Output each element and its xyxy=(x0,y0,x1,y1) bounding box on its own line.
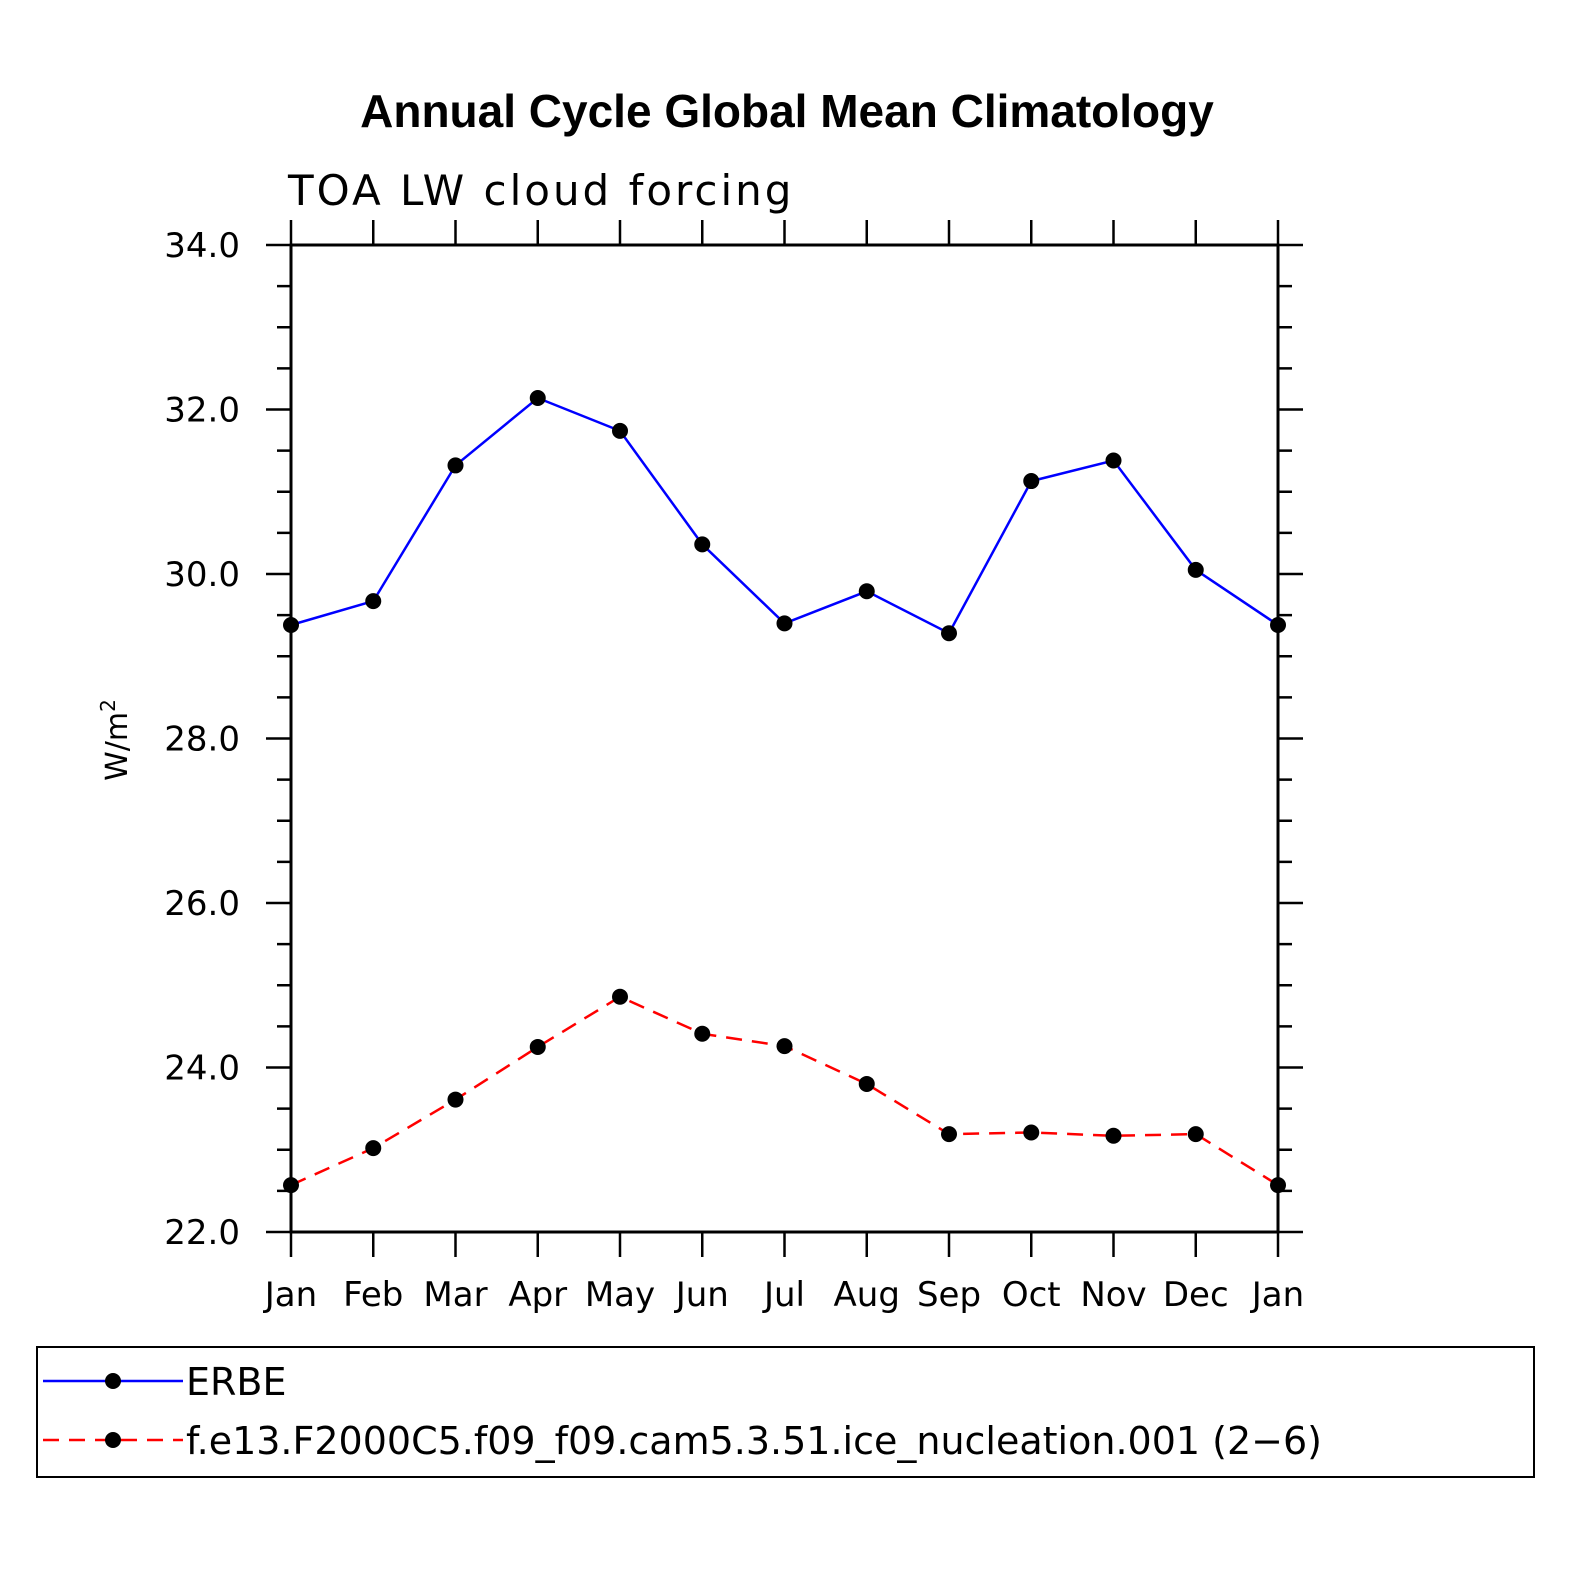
data-point-series-1 xyxy=(1023,473,1040,490)
data-point-series-1 xyxy=(283,616,299,633)
x-tick-label: Jun xyxy=(674,1275,729,1315)
y-tick-label: 32.0 xyxy=(164,391,240,431)
x-tick-label: Mar xyxy=(423,1275,487,1315)
data-point-series-1 xyxy=(1105,452,1122,469)
data-point-series-2 xyxy=(941,1126,957,1143)
data-point-series-1 xyxy=(612,422,628,439)
data-point-series-2 xyxy=(283,1177,299,1194)
data-point-series-2 xyxy=(1023,1124,1040,1141)
x-tick-label: Jan xyxy=(1250,1275,1304,1315)
y-tick-label: 24.0 xyxy=(164,1049,240,1089)
axes: 22.0 24.0 26.0 28.0 30.0 32.0 34.0 Jan Feb Mar Apr… xyxy=(164,220,1304,1315)
data-point-series-1 xyxy=(858,583,875,600)
svg-text:W/m2: W/m2 xyxy=(96,699,135,781)
y-axis-label-superscript: 2 xyxy=(96,699,120,712)
chart-subtitle: TOA LW cloud forcing xyxy=(287,166,794,215)
data-point-series-1 xyxy=(1270,616,1286,633)
x-tick-label: Jul xyxy=(762,1275,805,1315)
data-point-series-2 xyxy=(1187,1126,1204,1143)
x-tick-label: Jan xyxy=(263,1275,317,1315)
legend: ERBE f.e13.F2000C5.f09_f09.cam5.3.51.ice_… xyxy=(43,1360,1322,1463)
data-point-series-2 xyxy=(1270,1177,1286,1194)
y-axis-label: W/m2 xyxy=(96,699,135,781)
data-point-series-2 xyxy=(447,1091,464,1108)
x-tick-label: Nov xyxy=(1080,1275,1146,1315)
y-tick-label: 26.0 xyxy=(164,884,240,924)
data-point-series-2 xyxy=(858,1075,875,1092)
x-tick-label: May xyxy=(585,1275,655,1315)
legend-label-2: f.e13.F2000C5.f09_f09.cam5.3.51.ice_nucl… xyxy=(186,1419,1322,1463)
data-point-series-1 xyxy=(941,625,957,642)
legend-box xyxy=(36,1346,1535,1478)
data-point-series-1 xyxy=(447,457,464,474)
series-layer xyxy=(283,389,1286,1194)
legend-marker-2 xyxy=(105,1432,121,1448)
data-point-series-1 xyxy=(529,389,546,406)
x-tick-label: Oct xyxy=(1002,1275,1061,1315)
y-tick-label: 30.0 xyxy=(164,555,240,595)
data-point-series-2 xyxy=(1105,1127,1122,1144)
data-point-series-2 xyxy=(612,988,628,1005)
data-point-series-2 xyxy=(694,1025,711,1042)
data-point-series-2 xyxy=(776,1038,793,1055)
y-tick-label: 34.0 xyxy=(164,226,240,266)
series-line-1 xyxy=(290,396,1279,635)
y-axis-label-text: W/m xyxy=(100,712,135,781)
data-point-series-1 xyxy=(776,615,793,632)
data-point-series-1 xyxy=(365,593,382,610)
x-tick-label: Feb xyxy=(343,1275,403,1315)
x-tick-label: Aug xyxy=(834,1275,900,1315)
data-point-series-1 xyxy=(1187,561,1204,578)
series-line-2 xyxy=(290,995,1279,1187)
x-tick-label: Sep xyxy=(917,1275,981,1315)
chart-title: Annual Cycle Global Mean Climatology xyxy=(360,85,1214,137)
y-tick-label: 28.0 xyxy=(164,720,240,760)
plot-frame xyxy=(289,243,1280,1234)
data-point-series-2 xyxy=(529,1038,546,1055)
legend-label-1: ERBE xyxy=(186,1360,287,1404)
x-tick-label: Apr xyxy=(508,1275,567,1315)
data-point-series-2 xyxy=(365,1140,382,1157)
x-tick-label: Dec xyxy=(1163,1275,1229,1315)
y-tick-label: 22.0 xyxy=(164,1213,240,1253)
legend-marker-1 xyxy=(105,1373,121,1389)
data-point-series-1 xyxy=(694,536,711,553)
